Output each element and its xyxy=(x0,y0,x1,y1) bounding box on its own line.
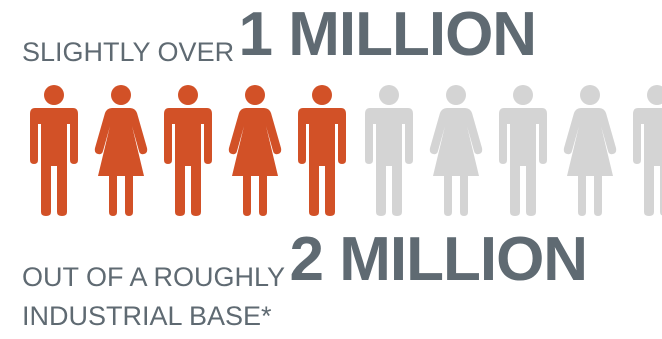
female-person-icon xyxy=(559,84,621,218)
male-person-icon xyxy=(164,85,212,216)
headline-line-3: INDUSTRIAL BASE* xyxy=(22,298,272,334)
female-person-icon xyxy=(224,84,286,218)
male-person-icon xyxy=(626,84,662,218)
female-person-icon xyxy=(90,84,152,218)
male-person-icon xyxy=(492,84,554,218)
headline-total-number: 2 MILLION xyxy=(289,225,589,294)
male-person-icon xyxy=(499,85,547,216)
male-person-icon xyxy=(291,84,353,218)
male-person-icon xyxy=(358,84,420,218)
female-person-icon xyxy=(563,85,617,216)
headline-line-1: SLIGHTLY OVER 1 MILLION xyxy=(22,0,538,70)
female-person-icon xyxy=(94,85,148,216)
headline-line-2: OUT OF A ROUGHLY 2 MILLION xyxy=(22,224,589,296)
headline-prefix-text: OUT OF A ROUGHLY xyxy=(22,262,286,292)
female-person-icon xyxy=(429,85,483,216)
people-icon-row xyxy=(0,84,662,218)
male-person-icon xyxy=(30,85,78,216)
male-person-icon xyxy=(157,84,219,218)
female-person-icon xyxy=(228,85,282,216)
male-person-icon xyxy=(23,84,85,218)
male-person-icon xyxy=(365,85,413,216)
male-person-icon xyxy=(298,85,346,216)
headline-suffix-text: INDUSTRIAL BASE* xyxy=(22,301,272,331)
female-person-icon xyxy=(425,84,487,218)
headline-prefix-text: SLIGHTLY OVER xyxy=(22,37,235,67)
male-person-icon xyxy=(633,85,662,216)
headline-highlight-number: 1 MILLION xyxy=(238,0,538,69)
